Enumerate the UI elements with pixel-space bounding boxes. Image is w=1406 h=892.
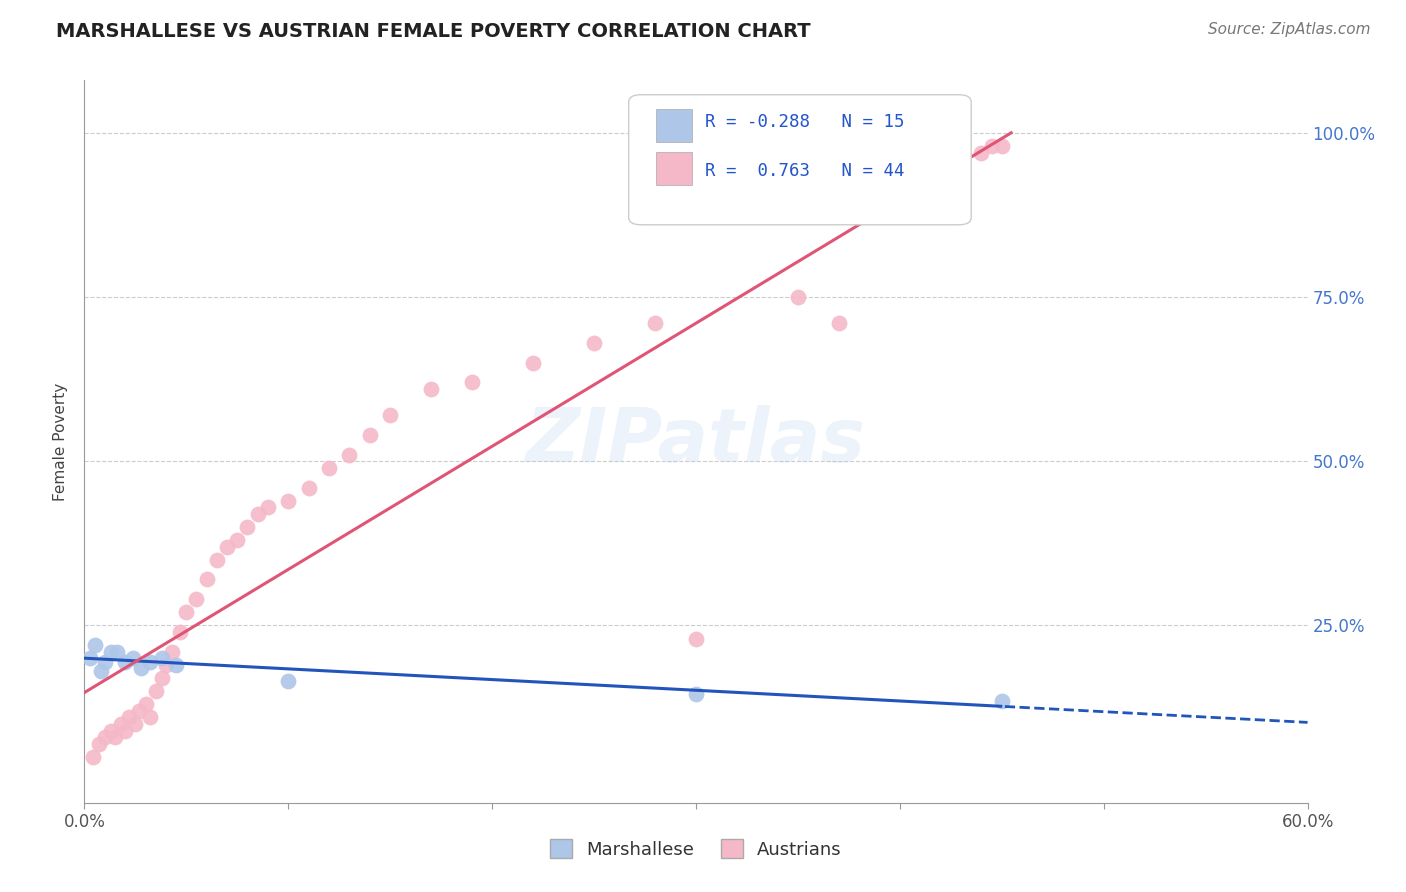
Legend: Marshallese, Austrians: Marshallese, Austrians — [543, 832, 849, 866]
Point — [124, 717, 146, 731]
Point — [186, 592, 208, 607]
Text: MARSHALLESE VS AUSTRIAN FEMALE POVERTY CORRELATION CHART: MARSHALLESE VS AUSTRIAN FEMALE POVERTY C… — [56, 22, 811, 41]
Y-axis label: Female Poverty: Female Poverty — [53, 383, 69, 500]
Point — [82, 749, 104, 764]
Point — [461, 376, 484, 390]
FancyBboxPatch shape — [628, 95, 972, 225]
Point — [100, 723, 122, 738]
Point — [298, 481, 321, 495]
Point — [131, 661, 153, 675]
Point — [226, 533, 249, 547]
Point — [277, 674, 299, 689]
Point — [122, 651, 145, 665]
Point — [114, 655, 136, 669]
Point — [991, 139, 1014, 153]
Point — [79, 651, 101, 665]
Point — [970, 145, 993, 160]
Point — [114, 723, 136, 738]
Point — [236, 520, 259, 534]
Point — [150, 651, 173, 665]
Point — [277, 493, 299, 508]
Point — [980, 139, 1002, 153]
Point — [100, 645, 122, 659]
Text: R =  0.763   N = 44: R = 0.763 N = 44 — [704, 161, 904, 179]
Text: Source: ZipAtlas.com: Source: ZipAtlas.com — [1208, 22, 1371, 37]
Point — [169, 625, 191, 640]
Text: ZIPatlas: ZIPatlas — [526, 405, 866, 478]
Point — [950, 145, 973, 160]
Point — [87, 737, 110, 751]
Point — [118, 710, 141, 724]
Point — [104, 730, 127, 744]
Point — [217, 540, 239, 554]
Point — [991, 694, 1014, 708]
Point — [380, 409, 402, 423]
Point — [420, 382, 443, 396]
Point — [135, 698, 157, 712]
Point — [110, 717, 132, 731]
Point — [685, 687, 707, 701]
Point — [138, 710, 160, 724]
Point — [93, 655, 115, 669]
Point — [174, 605, 197, 619]
FancyBboxPatch shape — [655, 153, 692, 185]
Point — [160, 645, 183, 659]
Point — [138, 655, 160, 669]
Point — [128, 704, 150, 718]
Point — [155, 657, 177, 672]
Point — [787, 290, 810, 304]
Point — [257, 500, 280, 515]
Point — [195, 573, 218, 587]
Point — [522, 356, 544, 370]
Point — [105, 645, 128, 659]
Point — [685, 632, 707, 646]
Point — [828, 316, 851, 330]
Point — [205, 553, 228, 567]
FancyBboxPatch shape — [655, 109, 692, 142]
Point — [165, 657, 187, 672]
Point — [145, 684, 167, 698]
Point — [318, 460, 340, 475]
Point — [339, 448, 361, 462]
Text: R = -0.288   N = 15: R = -0.288 N = 15 — [704, 113, 904, 131]
Point — [583, 336, 606, 351]
Point — [644, 316, 666, 330]
Point — [90, 665, 112, 679]
Point — [150, 671, 173, 685]
Point — [359, 428, 381, 442]
Point — [93, 730, 115, 744]
Point — [246, 507, 269, 521]
Point — [83, 638, 105, 652]
